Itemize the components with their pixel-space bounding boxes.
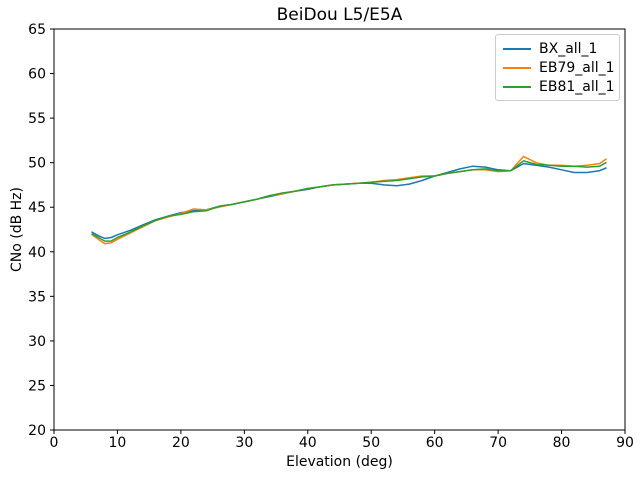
plot-border xyxy=(53,28,626,431)
y-tick-label: 30 xyxy=(28,334,46,350)
x-tick-label: 30 xyxy=(235,435,253,451)
y-tick-label: 25 xyxy=(28,378,46,394)
y-tick-label: 40 xyxy=(28,245,46,261)
x-tick-label: 50 xyxy=(362,435,380,451)
x-tick-label: 20 xyxy=(172,435,190,451)
legend-item: EB79_all_1 xyxy=(503,58,615,77)
x-tick-label: 80 xyxy=(553,435,571,451)
legend: BX_all_1 EB79_all_1 EB81_all_1 xyxy=(495,34,620,101)
legend-line-sample-icon xyxy=(503,66,531,69)
x-tick-label: 70 xyxy=(489,435,507,451)
x-tick-label: 10 xyxy=(109,435,127,451)
y-tick-label: 35 xyxy=(28,289,46,305)
legend-label: BX_all_1 xyxy=(539,40,598,57)
y-tick-label: 50 xyxy=(28,156,46,172)
y-axis-label: CNo (dB Hz) xyxy=(9,187,25,273)
axes: 0 10 20 30 40 50 60 70 80 90 20 25 30 35 40 45 50 55 60 65 xyxy=(28,22,634,451)
y-tick-label: 65 xyxy=(28,22,46,38)
y-tick-label: 20 xyxy=(28,423,46,439)
y-tick-label: 45 xyxy=(28,200,46,216)
chart-title: BeiDou L5/E5A xyxy=(276,5,403,25)
series-line-EB81_all_1 xyxy=(91,160,607,242)
series-line-BX_all_1 xyxy=(91,162,607,240)
legend-item: BX_all_1 xyxy=(503,39,611,58)
x-tick-label: 0 xyxy=(50,435,59,451)
x-tick-label: 60 xyxy=(426,435,444,451)
legend-line-sample-icon xyxy=(503,47,531,50)
y-tick-label: 60 xyxy=(28,67,46,83)
series-line-EB79_all_1 xyxy=(91,155,607,245)
y-tick-label: 55 xyxy=(28,111,46,127)
x-tick-label: 90 xyxy=(616,435,634,451)
legend-line-sample-icon xyxy=(503,85,531,88)
x-axis-label: Elevation (deg) xyxy=(286,454,393,470)
legend-label: EB81_all_1 xyxy=(539,78,615,95)
series-lines xyxy=(91,155,607,245)
legend-item: EB81_all_1 xyxy=(503,77,615,96)
legend-label: EB79_all_1 xyxy=(539,59,615,76)
x-tick-label: 40 xyxy=(299,435,317,451)
